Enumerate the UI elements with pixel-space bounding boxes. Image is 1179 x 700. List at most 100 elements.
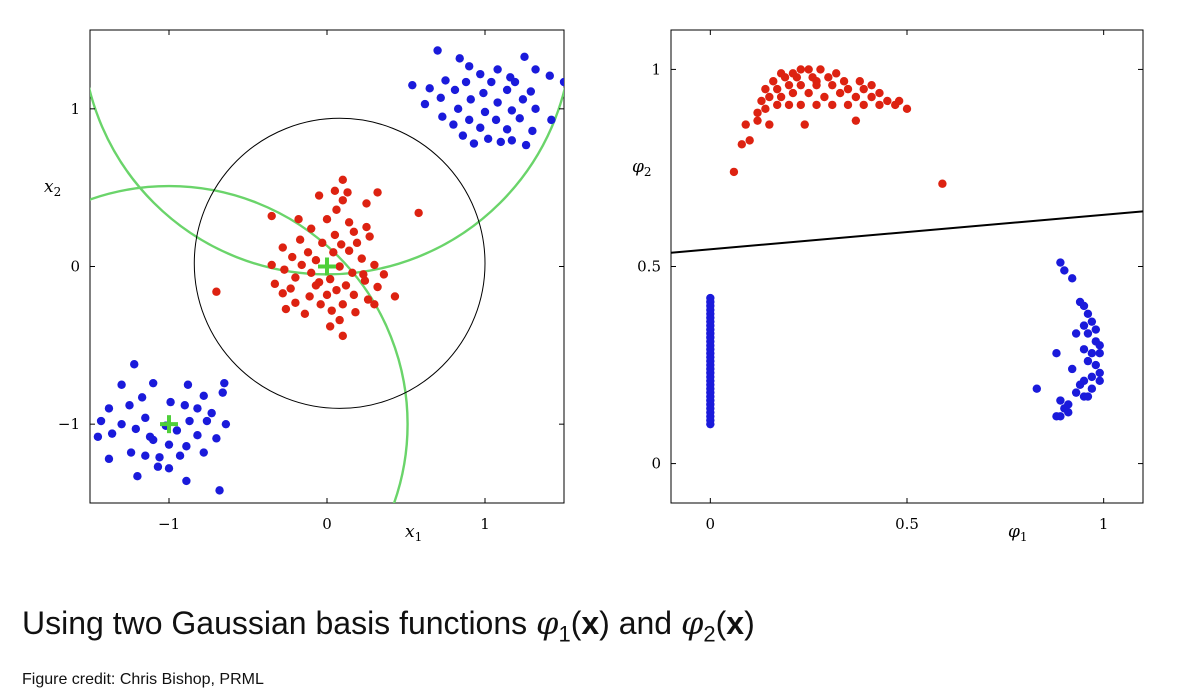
y-tick-label: 0 [70,258,80,276]
data-point [360,276,370,285]
data-point [518,95,528,104]
data-point [318,238,327,248]
data-point [773,100,782,110]
data-point [469,139,479,148]
data-point [104,404,114,413]
data-point [531,65,540,74]
data-point [784,100,794,110]
caption-paren-close-1: ) [599,605,610,641]
data-point [1071,329,1081,338]
y-tick-label: 1 [70,100,80,118]
data-point [322,215,332,224]
plot-area [90,46,564,503]
data-point [788,88,798,98]
data-point [307,224,316,233]
data-point [180,401,189,410]
data-point [332,285,341,295]
decision-boundary-circle [193,117,486,409]
data-point [784,80,794,90]
data-point [314,191,324,200]
data-point [480,107,490,117]
data-point [215,486,224,495]
data-point [390,292,400,301]
data-point [1083,329,1093,338]
data-point [851,92,861,102]
caption-paren-open-2: ( [715,605,727,641]
y-axis-label: φ2 [632,157,652,179]
data-point [107,429,117,438]
data-point [207,408,216,418]
data-point [182,442,191,451]
data-point [212,287,221,296]
data-point [843,100,853,110]
data-point [453,104,463,114]
data-point [835,88,845,98]
data-point [212,434,221,443]
data-point [286,284,295,293]
data-point [291,298,300,307]
data-point [93,432,103,441]
data-point [141,451,150,460]
data-point [796,100,805,110]
data-point [352,238,362,248]
data-point [327,306,336,315]
data-point [1087,349,1097,358]
data-point [773,84,782,94]
data-point [761,104,770,114]
y-axis-label: x2 [44,177,61,199]
x-tick-label: 1 [1099,515,1109,533]
data-point [476,123,485,132]
data-point [1068,364,1077,374]
data-point [894,96,904,106]
y-tick-label: 0 [651,455,661,473]
data-point [1052,349,1061,358]
data-point [855,77,864,86]
data-point [183,380,193,389]
data-point [330,186,340,196]
data-point [104,454,114,464]
data-point [125,401,134,410]
x-tick-label: 0 [706,515,716,533]
data-point [804,88,813,98]
data-point [349,227,359,237]
data-point [1083,356,1093,366]
data-point [441,76,450,85]
data-point [130,360,139,369]
basis-center-marker [318,257,336,276]
data-point [1087,317,1097,326]
data-point [515,114,524,123]
data-point [220,378,229,388]
data-point [267,260,276,270]
data-point [379,270,389,279]
data-point [820,92,829,102]
data-point [796,80,805,90]
data-point [193,431,202,440]
x-tick-label: 1 [480,515,490,533]
y-tick-label: 1 [651,60,661,78]
data-point [1095,368,1104,378]
data-point [425,84,434,93]
data-point [348,268,357,278]
data-point [465,115,474,125]
data-point [338,196,347,205]
data-point [1095,349,1104,358]
data-point [528,126,537,136]
data-point [117,380,126,389]
data-point [859,84,868,94]
data-point [1056,412,1065,421]
data-point [465,62,474,71]
caption-x-1: x [581,605,600,641]
data-point [267,211,276,221]
data-point [335,262,344,271]
data-point [438,112,447,121]
caption-prefix: Using two Gaussian basis functions [22,605,537,641]
data-point [373,282,382,292]
data-point [741,120,750,129]
data-point [812,77,821,86]
data-point [761,84,770,94]
data-point [414,208,423,218]
data-point [370,300,379,309]
data-point [408,80,417,90]
